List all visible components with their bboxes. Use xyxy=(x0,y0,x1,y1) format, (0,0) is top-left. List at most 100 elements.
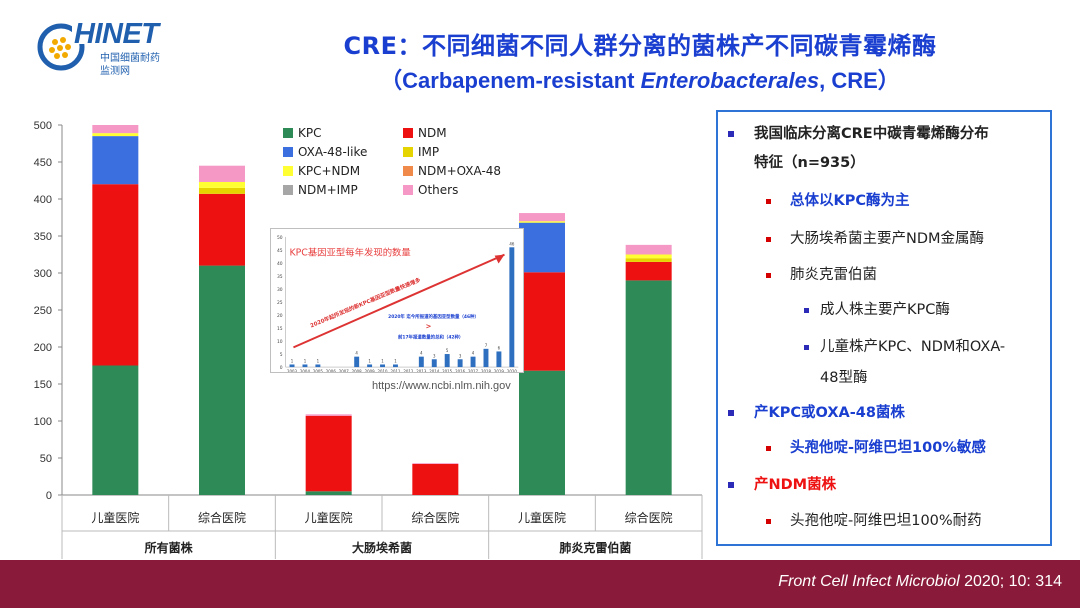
hinet-globe-icon xyxy=(37,22,92,71)
y-tick-label: 200 xyxy=(34,342,52,354)
inset-y-tick: 40 xyxy=(277,261,283,267)
y-tick-label: 450 xyxy=(34,157,52,169)
inset-y-tick: 5 xyxy=(280,352,283,358)
inset-bar xyxy=(509,247,515,368)
slide-subtitle: （Carbapenem-resistant Enterobacterales, … xyxy=(240,63,1040,95)
inset-bar-label: 1 xyxy=(368,358,371,363)
bar-segment-kpc xyxy=(305,491,352,495)
legend-label: IMP xyxy=(418,145,439,159)
x-category-label: 综合医院 xyxy=(411,510,459,525)
inset-arrow-head xyxy=(494,254,505,264)
inset-x-tick: 2004 xyxy=(300,369,311,373)
inset-bar-label: 1 xyxy=(317,358,320,363)
inset-x-tick: 2011 xyxy=(390,369,401,373)
bar-segment-kpc-ndm xyxy=(519,221,565,223)
x-group-label: 大肠埃希菌 xyxy=(352,540,412,555)
inset-x-tick: 2019 xyxy=(494,369,505,373)
bar-segment-oxa-48-like xyxy=(519,222,565,273)
inset-bar xyxy=(302,364,308,368)
y-tick-label: 500 xyxy=(34,120,52,132)
panel-item-text: 头孢他啶-阿维巴坦100%耐药 xyxy=(790,513,982,529)
inset-x-tick: 2020 xyxy=(507,369,518,373)
inset-bar-label: 1 xyxy=(381,358,384,363)
inset-x-tick: 2013 xyxy=(416,369,427,373)
inset-bar-label: 1 xyxy=(394,358,397,363)
bar-segment-kpc-ndm xyxy=(199,181,245,188)
bar-segment-ndm xyxy=(625,261,672,281)
subtitle-pre: （Carbapenem-resistant xyxy=(380,68,641,93)
inset-bar-label: 6 xyxy=(498,345,501,350)
y-tick-label: 300 xyxy=(34,268,52,280)
legend-swatch xyxy=(283,147,293,157)
legend-label: Others xyxy=(418,183,458,197)
bar-segment-ndm xyxy=(92,184,139,366)
inset-title: KPC基因亚型每年发现的数量 xyxy=(290,247,411,259)
inset-bar xyxy=(393,364,398,368)
inset-x-tick: 2009 xyxy=(365,369,376,373)
panel-item-text: 产NDM菌株 xyxy=(754,477,837,493)
bullet-level-3 xyxy=(804,345,809,350)
logo-subtitle-2: 监测网 xyxy=(100,66,130,77)
panel-item-text: 总体以KPC酶为主 xyxy=(790,193,910,209)
y-tick-label: 250 xyxy=(34,305,52,317)
bar-segment-imp xyxy=(625,258,672,262)
inset-trend-arrow xyxy=(293,253,505,349)
panel-item-text: 成人株主要产KPC酶 xyxy=(820,302,950,318)
inset-source-url: https://www.ncbi.nlm.nih.gov xyxy=(372,380,511,392)
inset-y-tick: 10 xyxy=(277,339,283,345)
bar-segment-ndm xyxy=(412,463,459,495)
inset-bar xyxy=(418,356,424,368)
x-group-label: 所有菌株 xyxy=(145,540,194,555)
y-tick-label: 50 xyxy=(40,453,52,465)
subtitle-post: , CRE） xyxy=(819,68,900,93)
inset-bar-label: 1 xyxy=(304,358,307,363)
x-category-label: 儿童医院 xyxy=(91,510,139,525)
inset-bar xyxy=(483,348,489,368)
inset-y-tick: 20 xyxy=(277,313,283,319)
slide-title: CRE：不同细菌不同人群分离的菌株产不同碳青霉烯酶 xyxy=(343,32,937,60)
inset-y-tick: 35 xyxy=(277,274,283,280)
inset-bar-label: 5 xyxy=(446,348,449,353)
inset-bar xyxy=(367,364,373,368)
bullet-level-1 xyxy=(728,410,734,416)
inset-y-tick: 15 xyxy=(277,326,283,332)
bar-segment-oxa-48-like xyxy=(92,136,139,185)
subtitle-italic: Enterobacterales xyxy=(640,68,820,93)
bar-segment-kpc-ndm xyxy=(92,133,139,137)
bar-segment-kpc xyxy=(199,265,245,495)
x-category-label: 综合医院 xyxy=(198,510,246,525)
inset-note-2: 前17年报道数量的总和（42种） xyxy=(398,333,463,340)
panel-item-text: 48型酶 xyxy=(820,370,868,386)
inset-y-tick: 0 xyxy=(280,365,283,371)
inset-x-tick: 2008 xyxy=(352,369,363,373)
inset-bar xyxy=(496,351,502,368)
legend-swatch xyxy=(283,185,293,195)
legend-swatch xyxy=(283,128,293,138)
hinet-logo: HINET 中国细菌耐药 监测网 xyxy=(34,14,184,77)
bullet-level-2 xyxy=(766,237,771,242)
legend-swatch xyxy=(403,147,413,157)
inset-x-tick: 2005 xyxy=(313,369,324,373)
bullet-level-2 xyxy=(766,446,771,451)
panel-item-text: 儿童株产KPC、NDM和OXA- xyxy=(820,339,1006,355)
inset-x-tick: 2012 xyxy=(403,369,414,373)
x-category-label: 儿童医院 xyxy=(518,510,566,525)
inset-bar-label: 4 xyxy=(355,351,358,356)
bullet-level-1 xyxy=(728,131,734,137)
legend-label: NDM+IMP xyxy=(298,183,358,197)
y-tick-label: 400 xyxy=(34,194,52,206)
bar-segment-others xyxy=(625,244,672,255)
inset-x-tick: 2014 xyxy=(429,369,440,373)
y-tick-label: 100 xyxy=(34,416,52,428)
bar-segment-others xyxy=(412,463,459,464)
x-category-label: 儿童医院 xyxy=(305,510,353,525)
bar-segment-others xyxy=(519,213,565,222)
inset-x-tick: 2003 xyxy=(287,369,298,373)
bar-segment-ndm xyxy=(519,272,565,371)
y-tick-label: 350 xyxy=(34,231,52,243)
inset-arrow-text: 2020年起所发现的新KPC基因亚型数量快速增多 xyxy=(309,275,422,329)
bar-segment-others xyxy=(199,165,245,182)
panel-item-text: 肺炎克雷伯菌 xyxy=(790,267,877,283)
bullet-level-2 xyxy=(766,273,771,278)
